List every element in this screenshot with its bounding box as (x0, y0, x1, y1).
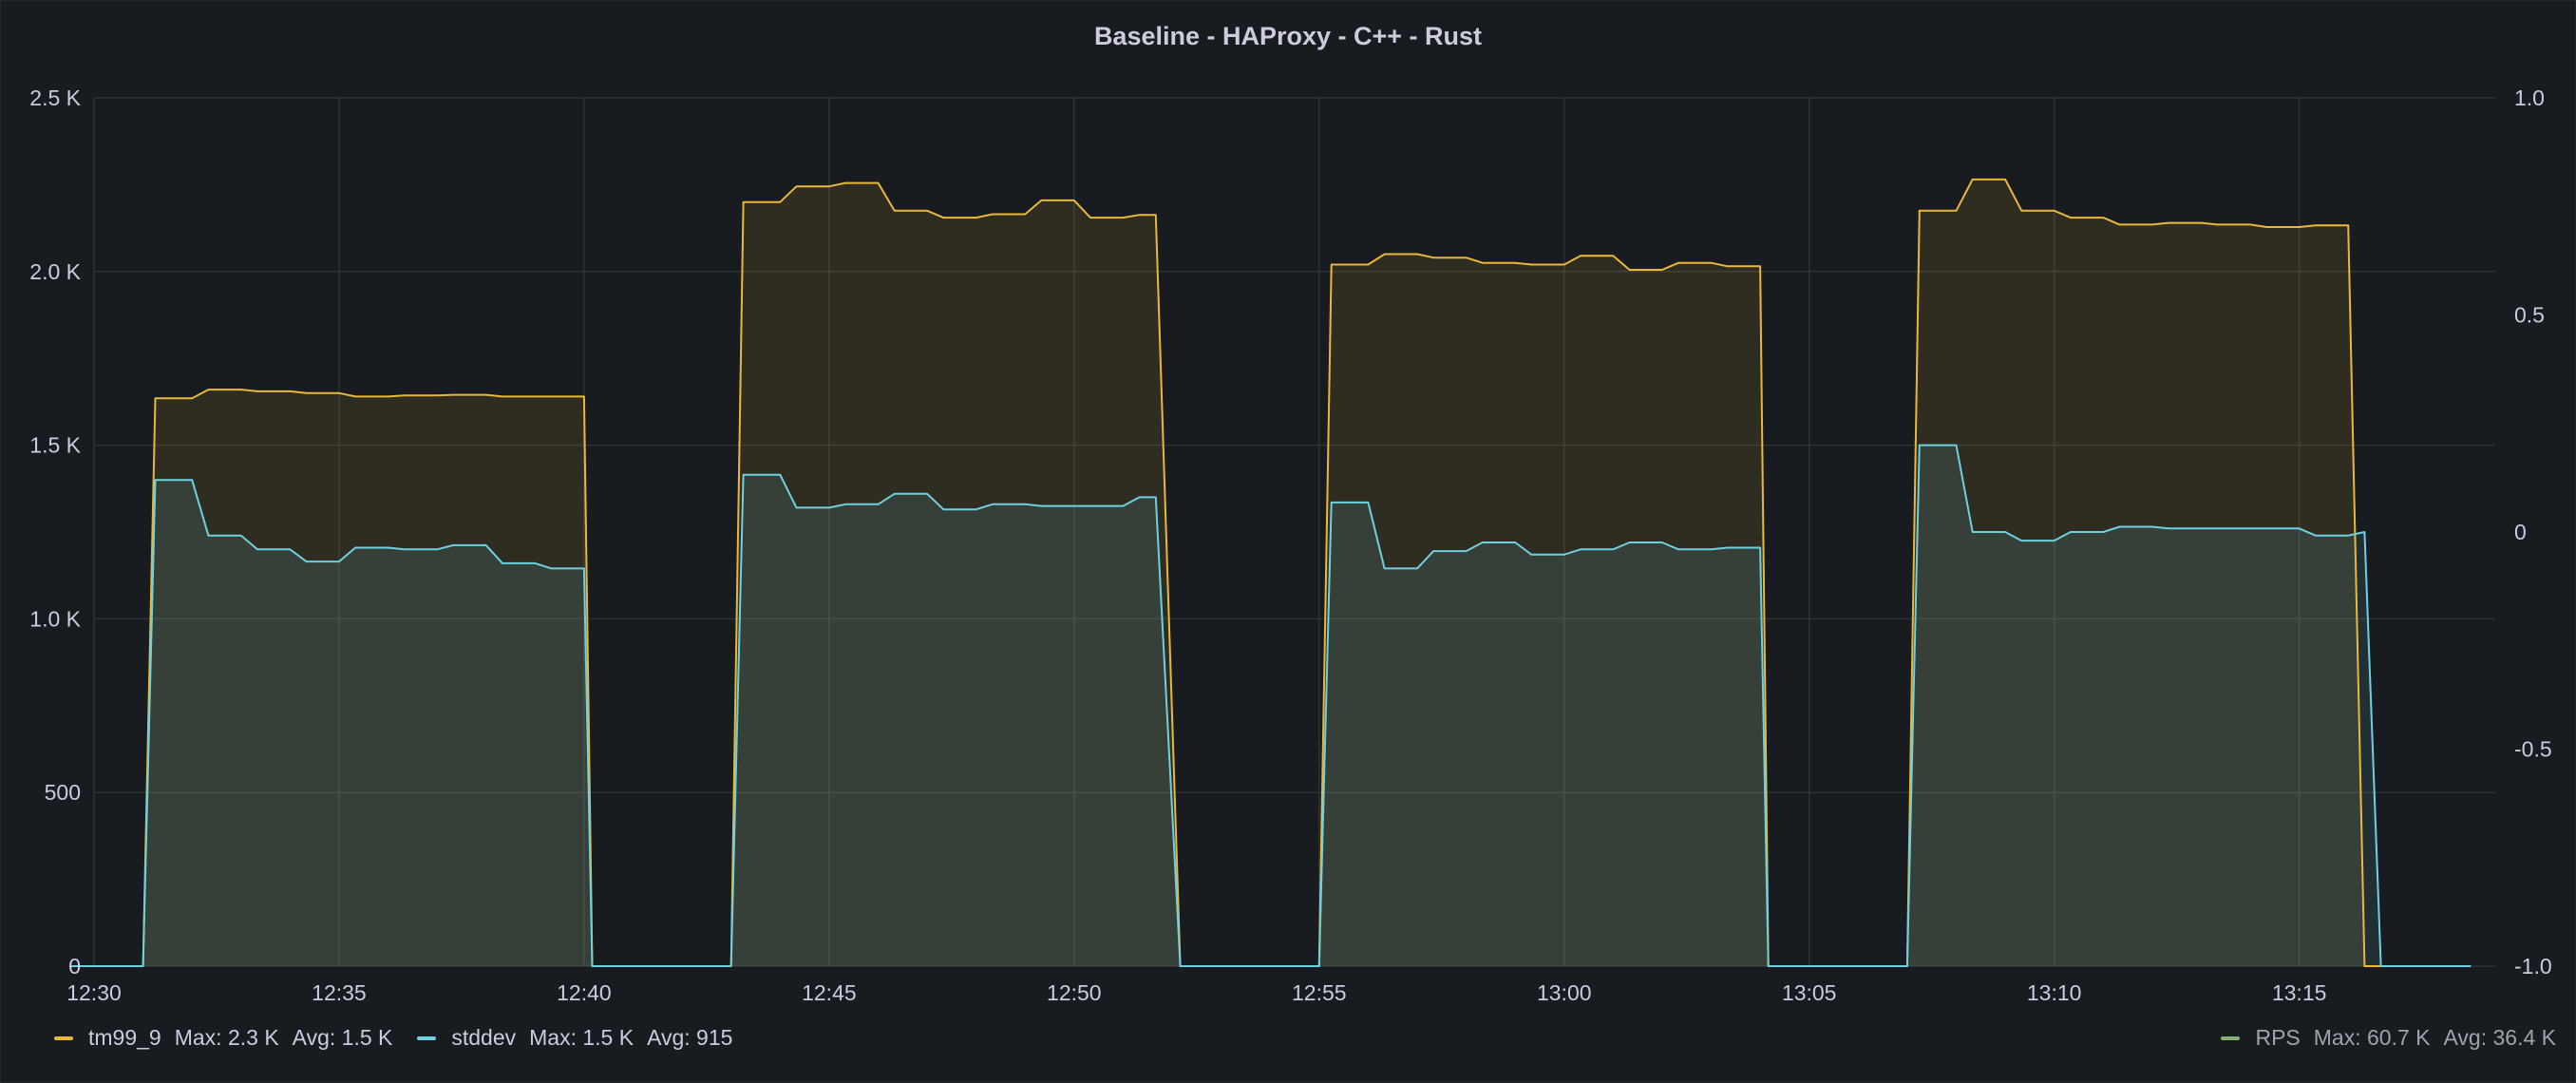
y-tick-label-right: 0 (2514, 520, 2527, 544)
y-tick-label-left: 2.0 K (29, 259, 81, 284)
x-tick-label: 12:35 (312, 980, 367, 1005)
panel-title[interactable]: Baseline - HAProxy - C++ - Rust (1093, 22, 1483, 50)
legend-max: Max: 60.7 K (2313, 1025, 2431, 1050)
grid-lines (93, 97, 2495, 967)
legend-max: Max: 2.3 K (174, 1025, 279, 1050)
legend-series-name: tm99_9 (88, 1025, 161, 1050)
series-areas (69, 179, 2472, 967)
x-axis: 12:30 12:35 12:40 12:45 12:50 12:55 13:00 13:05… (66, 980, 2326, 1005)
legend-right: RPS Max: 60.7 K Avg: 36.4 K (2221, 1025, 2556, 1051)
y-tick-label-left: 0 (68, 954, 81, 978)
legend-avg: Avg: 915 (647, 1025, 733, 1050)
x-tick-label: 12:50 (1047, 980, 1102, 1005)
y-tick-label-right: -1.0 (2514, 954, 2552, 978)
y-tick-label-right: 1.0 (2514, 86, 2545, 110)
legend-max: Max: 1.5 K (529, 1025, 635, 1050)
legend-series-name: RPS (2255, 1025, 2301, 1050)
x-tick-label: 13:00 (1537, 980, 1592, 1005)
series-line-stddev (69, 444, 2472, 967)
x-tick-label: 12:40 (557, 980, 612, 1005)
legend-item-rps[interactable]: RPS Max: 60.7 K Avg: 36.4 K (2221, 1025, 2556, 1051)
y-axis-right: -1.0 -0.5 0 0.5 1.0 (2514, 86, 2552, 978)
y-tick-label-right: 0.5 (2514, 303, 2545, 328)
x-tick-label: 13:05 (1782, 980, 1837, 1005)
legend-left: tm99_9 Max: 2.3 K Avg: 1.5 K stddev Max:… (54, 1025, 757, 1051)
y-tick-label-left: 2.5 K (29, 86, 81, 110)
y-tick-label-left: 1.5 K (29, 433, 81, 458)
series-area-tm99_9 (69, 179, 2472, 966)
x-tick-label: 12:45 (802, 980, 857, 1005)
y-tick-label-left: 1.0 K (29, 606, 81, 631)
legend-swatch (2221, 1036, 2241, 1040)
series-area-stddev (69, 445, 2472, 967)
legend-avg: Avg: 1.5 K (292, 1025, 393, 1050)
legend-swatch (54, 1036, 73, 1040)
y-tick-label-right: -0.5 (2514, 737, 2552, 762)
legend-avg: Avg: 36.4 K (2443, 1025, 2557, 1050)
legend-swatch (417, 1036, 437, 1040)
x-tick-label: 13:10 (2027, 980, 2082, 1005)
legend-item-tm99_9[interactable]: tm99_9 Max: 2.3 K Avg: 1.5 K (54, 1025, 392, 1051)
y-axis-left: 0 500 1.0 K 1.5 K 2.0 K 2.5 K (29, 86, 81, 978)
x-tick-label: 12:30 (66, 980, 122, 1005)
series-lines (69, 178, 2472, 967)
x-tick-label: 12:55 (1292, 980, 1347, 1005)
y-tick-label-left: 500 (45, 780, 81, 805)
legend-series-name: stddev (451, 1025, 517, 1050)
x-tick-label: 13:15 (2272, 980, 2327, 1005)
legend-item-stddev[interactable]: stddev Max: 1.5 K Avg: 915 (417, 1025, 732, 1051)
